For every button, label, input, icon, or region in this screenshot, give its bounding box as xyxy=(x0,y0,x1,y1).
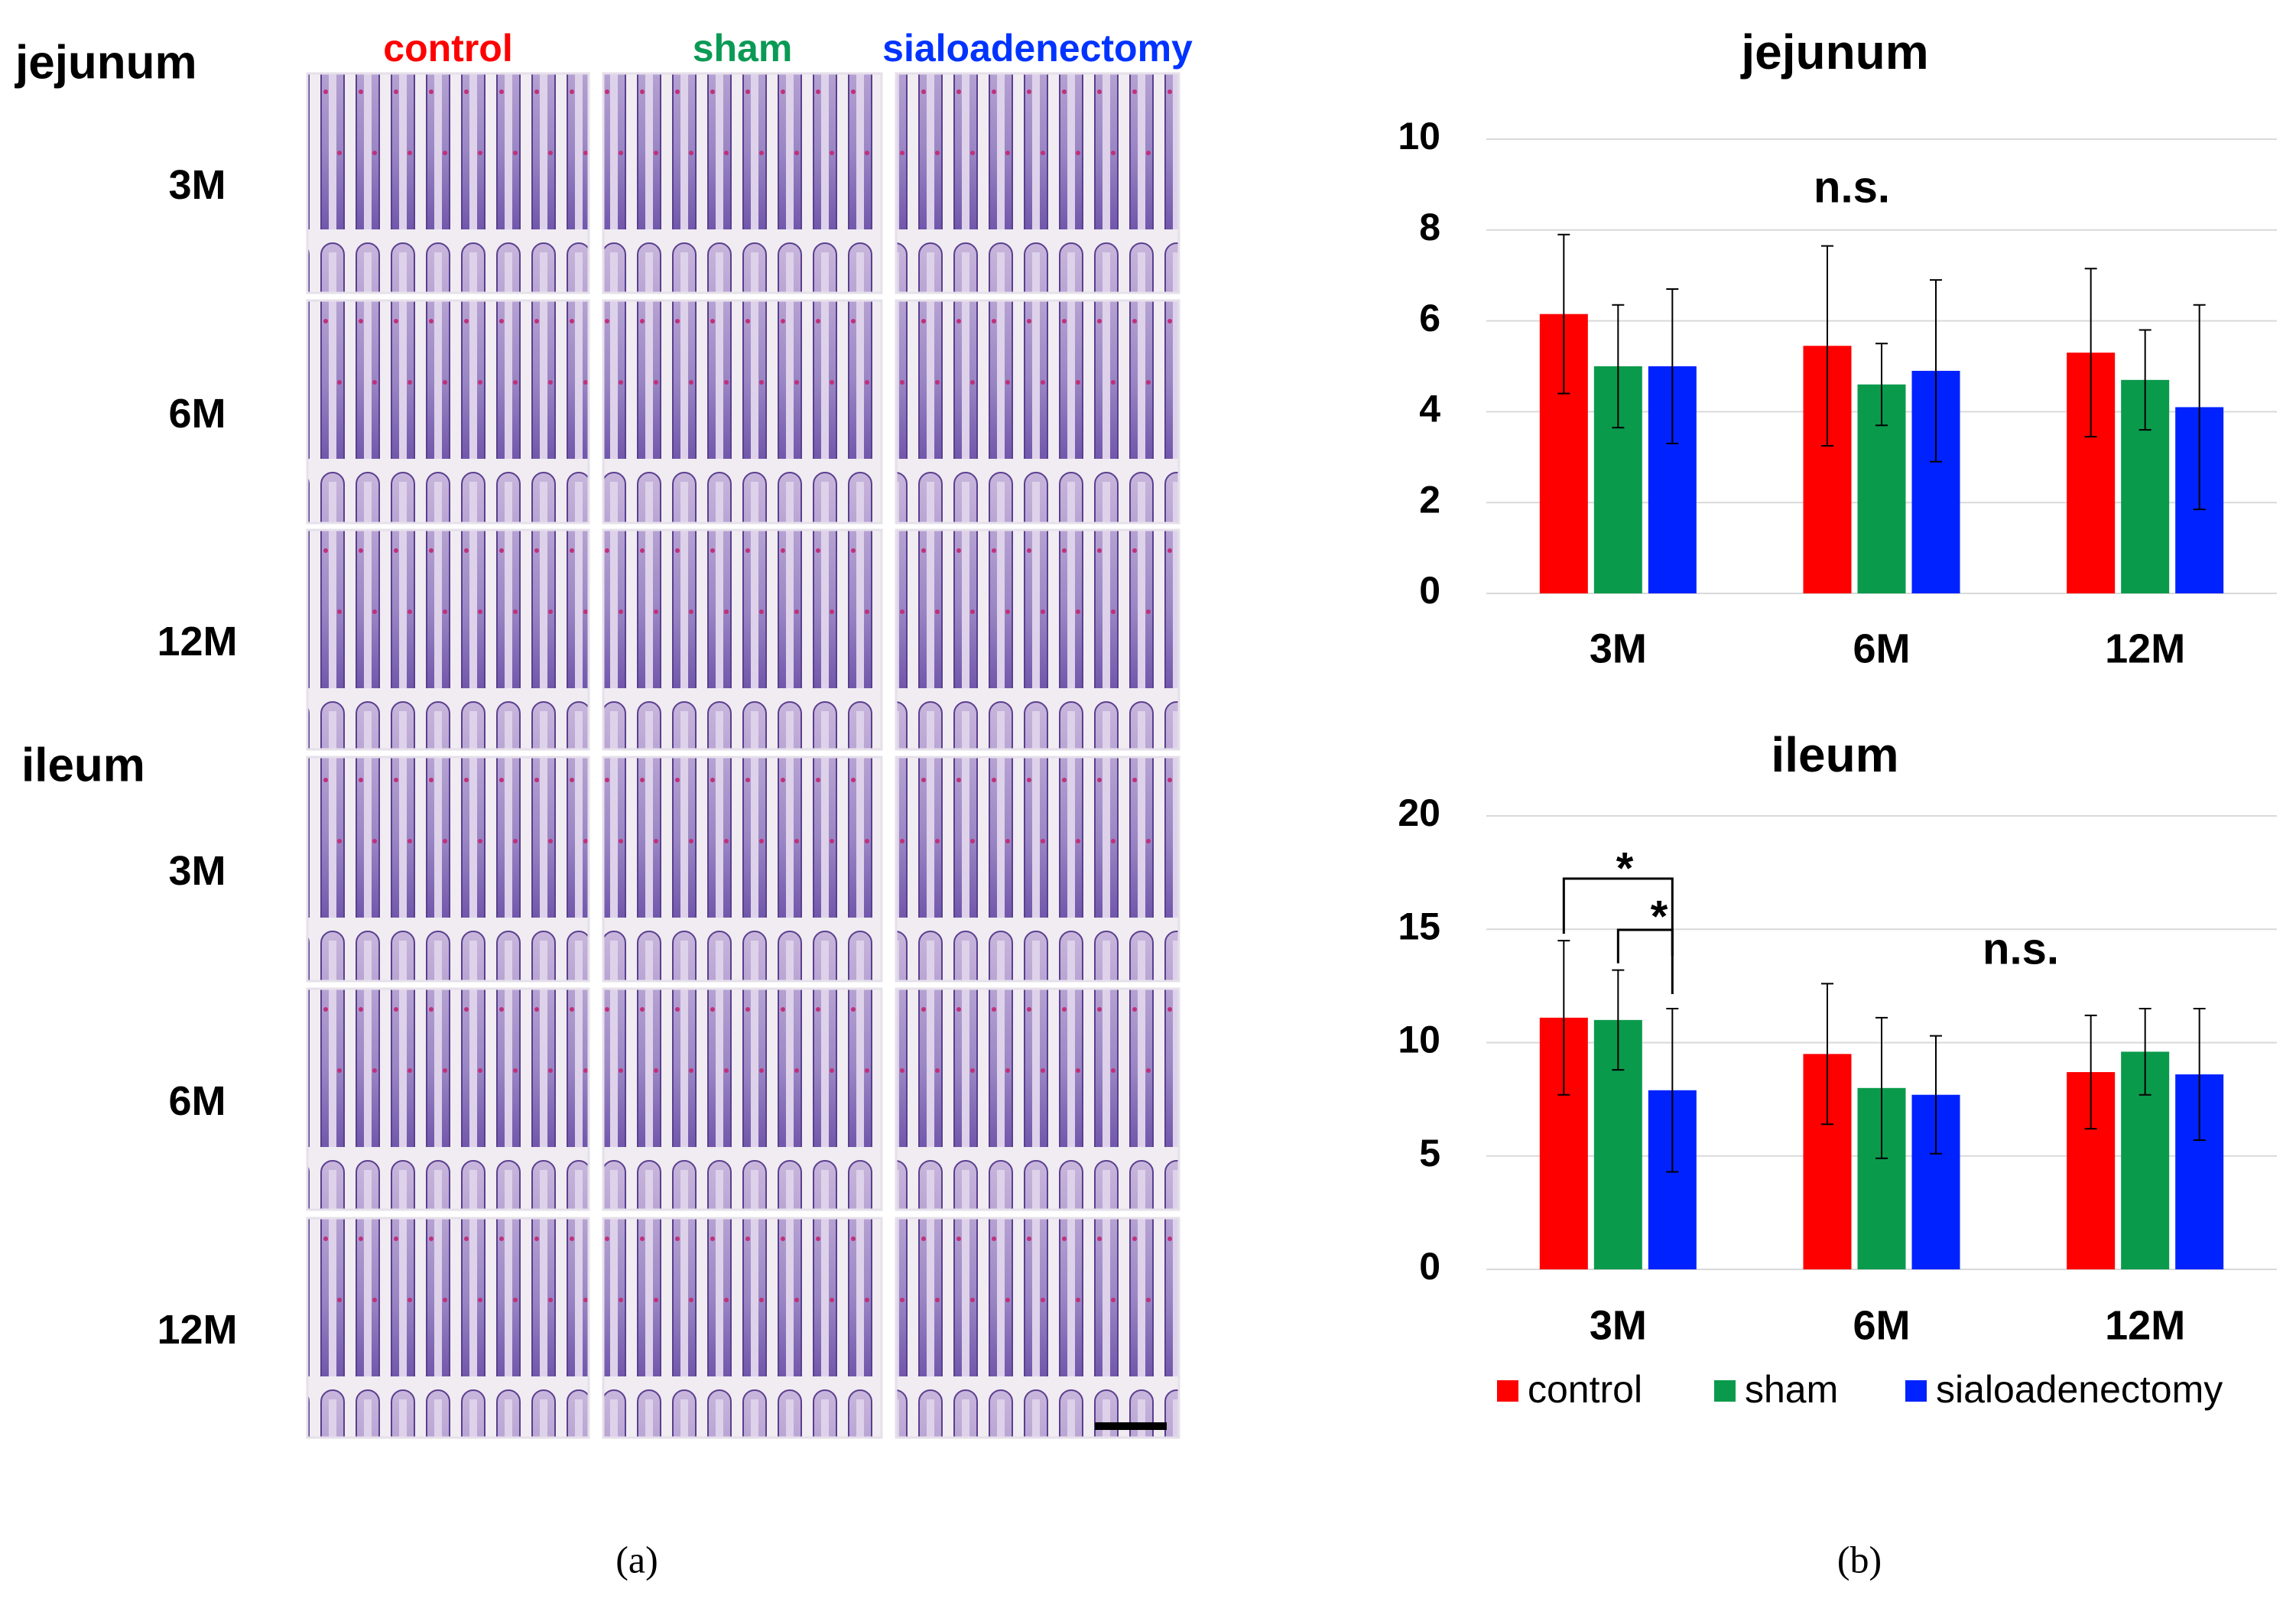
histology-image xyxy=(602,1217,883,1439)
error-bar xyxy=(1821,245,1833,447)
y-tick-label: 10 xyxy=(1398,115,1440,158)
row-label: 6M xyxy=(168,391,226,437)
histology-image xyxy=(895,756,1180,983)
x-tick-label: 3M xyxy=(1590,626,1647,671)
significance-bracket xyxy=(1616,928,1674,994)
error-bar xyxy=(1875,343,1888,427)
row-label: 3M xyxy=(168,848,226,894)
y-tick-label: 10 xyxy=(1398,1019,1440,1061)
error-bar xyxy=(1821,983,1833,1126)
legend-swatch xyxy=(1905,1380,1927,1402)
histology-image xyxy=(306,1217,590,1439)
legend-swatch xyxy=(1497,1380,1518,1402)
panel-label: (a) xyxy=(615,1538,658,1581)
error-bar xyxy=(1930,279,1942,463)
histology-image xyxy=(306,72,590,294)
annotation: n.s. xyxy=(1814,162,1890,212)
column-header: sialoadenectomy xyxy=(882,27,1193,70)
y-tick-label: 0 xyxy=(1419,569,1440,612)
section-label: jejunum xyxy=(15,36,197,89)
histology-image xyxy=(306,528,590,751)
section-label: ileum xyxy=(21,739,145,791)
histology-image xyxy=(895,299,1180,525)
error-bar xyxy=(1666,1008,1679,1173)
histology-image xyxy=(602,987,883,1211)
error-bar xyxy=(2138,1008,2151,1096)
error-bar xyxy=(1666,288,1679,444)
histology-image xyxy=(895,987,1180,1211)
y-tick-label: 6 xyxy=(1419,297,1440,340)
column-header: sham xyxy=(693,27,793,70)
panel-label: (b) xyxy=(1837,1538,1882,1581)
row-label: 6M xyxy=(168,1078,226,1124)
x-tick-label: 6M xyxy=(1853,1302,1910,1348)
chart-title: jejunum xyxy=(1740,24,1928,80)
error-bar xyxy=(2193,304,2206,511)
histology-image xyxy=(602,756,883,983)
y-tick-label: 0 xyxy=(1419,1245,1440,1288)
histology-image xyxy=(602,528,883,751)
legend-label: sham xyxy=(1745,1368,1838,1411)
annotation: * xyxy=(1616,843,1634,893)
annotation: * xyxy=(1651,892,1668,941)
x-tick-label: 12M xyxy=(2105,626,2185,671)
x-tick-label: 3M xyxy=(1590,1302,1647,1348)
histology-image xyxy=(306,299,590,525)
error-bar xyxy=(2138,329,2151,431)
error-bar xyxy=(1875,1016,1888,1159)
row-label: 12M xyxy=(157,619,237,665)
histology-image xyxy=(306,756,590,983)
row-label: 12M xyxy=(157,1307,237,1353)
error-bar xyxy=(1612,969,1625,1071)
histology-image xyxy=(602,72,883,294)
histology-image xyxy=(895,528,1180,751)
error-bar xyxy=(2084,1014,2097,1130)
error-bar xyxy=(1557,233,1570,395)
y-tick-label: 8 xyxy=(1419,206,1440,249)
error-bar xyxy=(1930,1035,1942,1155)
legend-label: control xyxy=(1528,1368,1642,1411)
legend-swatch xyxy=(1714,1380,1736,1402)
significance-bracket xyxy=(1562,877,1674,956)
x-tick-label: 12M xyxy=(2105,1302,2185,1348)
column-header: control xyxy=(383,27,512,70)
legend-label: sialoadenectomy xyxy=(1936,1368,2223,1411)
histology-image xyxy=(602,299,883,525)
y-tick-label: 15 xyxy=(1398,905,1440,947)
annotation: n.s. xyxy=(1983,924,2059,973)
y-tick-label: 20 xyxy=(1398,791,1440,834)
row-label: 3M xyxy=(168,162,226,208)
histology-image xyxy=(306,987,590,1211)
histology-image xyxy=(895,72,1180,294)
y-tick-label: 5 xyxy=(1419,1132,1440,1175)
chart-title: ileum xyxy=(1771,727,1898,782)
y-tick-label: 2 xyxy=(1419,478,1440,521)
x-tick-label: 6M xyxy=(1853,626,1910,671)
error-bar xyxy=(1612,304,1625,429)
histology-image xyxy=(895,1217,1180,1439)
error-bar xyxy=(2084,268,2097,438)
error-bar xyxy=(1557,940,1570,1096)
y-tick-label: 4 xyxy=(1419,388,1440,431)
error-bar xyxy=(2193,1008,2206,1141)
